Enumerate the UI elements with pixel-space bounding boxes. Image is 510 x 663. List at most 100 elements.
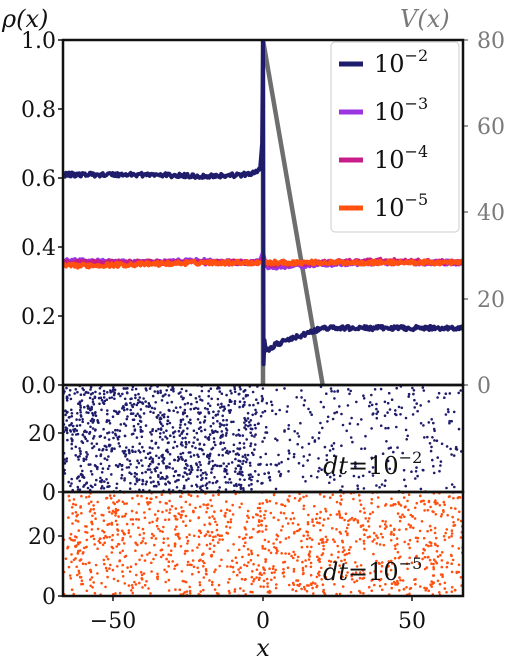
particle-dot	[90, 500, 93, 504]
particle-dot	[225, 431, 228, 435]
particle-dot	[202, 588, 205, 592]
particle-dot	[315, 476, 319, 479]
particle-dot	[179, 442, 183, 446]
particle-dot	[214, 520, 217, 524]
particle-dot	[217, 583, 221, 587]
particle-dot	[89, 385, 93, 389]
particle-dot	[412, 392, 415, 396]
particle-dot	[121, 563, 124, 567]
particle-dot	[64, 413, 67, 417]
particle-dot	[310, 413, 314, 417]
particle-dot	[310, 545, 313, 549]
particle-dot	[69, 429, 72, 432]
particle-dot	[328, 449, 332, 452]
particle-dot	[100, 478, 104, 482]
particle-dot	[235, 561, 239, 565]
particle-dot	[340, 559, 343, 563]
particle-dot	[125, 502, 129, 505]
particle-dot	[208, 480, 211, 484]
particle-dot	[146, 468, 150, 471]
particle-dot	[70, 482, 73, 485]
particle-dot	[91, 400, 95, 404]
particle-dot	[175, 486, 179, 489]
particle-dot	[184, 580, 188, 584]
particle-dot	[457, 547, 461, 550]
particle-dot	[280, 552, 284, 555]
particle-dot	[108, 464, 111, 468]
particle-dot	[108, 510, 111, 514]
particle-dot	[103, 399, 107, 403]
particle-dot	[413, 398, 416, 402]
particle-dot	[247, 421, 251, 424]
particle-dot	[130, 584, 134, 587]
particle-dot	[175, 563, 179, 566]
particle-dot	[349, 590, 353, 594]
particle-dot	[292, 455, 296, 459]
particle-dot	[131, 412, 135, 415]
particle-dot	[321, 583, 325, 586]
particle-dot	[68, 424, 71, 427]
particle-dot	[284, 537, 288, 540]
particle-dot	[373, 570, 377, 573]
particle-dot	[362, 394, 365, 398]
particle-dot	[179, 495, 183, 498]
particle-dot	[99, 462, 103, 466]
particle-dot	[446, 561, 449, 564]
particle-dot	[345, 429, 349, 433]
particle-dot	[301, 569, 305, 572]
particle-dot	[262, 566, 265, 569]
particle-dot	[134, 562, 138, 566]
particle-dot	[297, 435, 301, 438]
particle-dot	[165, 466, 168, 470]
particle-dot	[430, 445, 433, 449]
particle-dot	[380, 483, 384, 486]
particle-dot	[201, 559, 205, 563]
particle-dot	[268, 475, 272, 479]
particle-dot	[173, 544, 177, 548]
particle-dot	[116, 565, 119, 568]
particle-dot	[305, 589, 309, 593]
particle-dot	[214, 429, 217, 433]
particle-dot	[149, 481, 153, 484]
particle-dot	[154, 553, 158, 557]
particle-dot	[124, 387, 128, 390]
particle-dot	[159, 471, 163, 475]
particle-dot	[147, 464, 151, 468]
top-ylabel: ρ(x)	[1, 5, 48, 33]
particle-dot	[249, 473, 252, 476]
particle-dot	[140, 494, 143, 498]
particle-dot	[120, 473, 124, 477]
particle-dot	[199, 486, 202, 490]
particle-dot	[335, 410, 339, 414]
particle-dot	[207, 402, 210, 405]
particle-dot	[125, 408, 129, 411]
particle-dot	[398, 576, 401, 579]
particle-dot	[191, 559, 195, 562]
particle-dot	[254, 398, 258, 402]
particle-dot	[385, 525, 388, 528]
particle-dot	[210, 583, 214, 587]
particle-dot	[256, 554, 260, 557]
particle-dot	[170, 388, 173, 392]
particle-dot	[131, 445, 135, 449]
particle-dot	[237, 548, 241, 552]
particle-dot	[171, 385, 174, 389]
series-line-10^-2	[63, 40, 463, 367]
particle-dot	[375, 412, 378, 416]
particle-dot	[183, 402, 187, 406]
particle-dot	[148, 507, 151, 511]
particle-dot	[421, 557, 424, 561]
particle-dot	[85, 451, 88, 454]
particle-dot	[394, 503, 397, 506]
particle-dot	[174, 533, 178, 536]
particle-dot	[306, 521, 310, 524]
particle-dot	[206, 455, 209, 459]
particle-dot	[416, 540, 419, 543]
particle-dot	[183, 423, 187, 426]
particle-dot	[326, 420, 329, 423]
particle-dot	[337, 550, 340, 554]
particle-dot	[74, 544, 77, 548]
particle-dot	[243, 426, 246, 429]
particle-dot	[92, 437, 95, 440]
particle-dot	[210, 467, 214, 471]
